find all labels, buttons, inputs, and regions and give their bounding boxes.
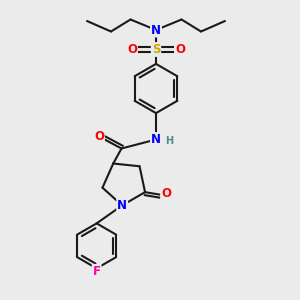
Text: O: O	[127, 43, 137, 56]
Text: F: F	[93, 265, 101, 278]
Text: H: H	[165, 136, 174, 146]
Text: O: O	[94, 130, 104, 143]
Text: N: N	[151, 23, 161, 37]
Text: N: N	[117, 199, 127, 212]
Text: O: O	[175, 43, 185, 56]
Text: N: N	[151, 133, 161, 146]
Text: O: O	[161, 187, 171, 200]
Text: S: S	[152, 43, 160, 56]
